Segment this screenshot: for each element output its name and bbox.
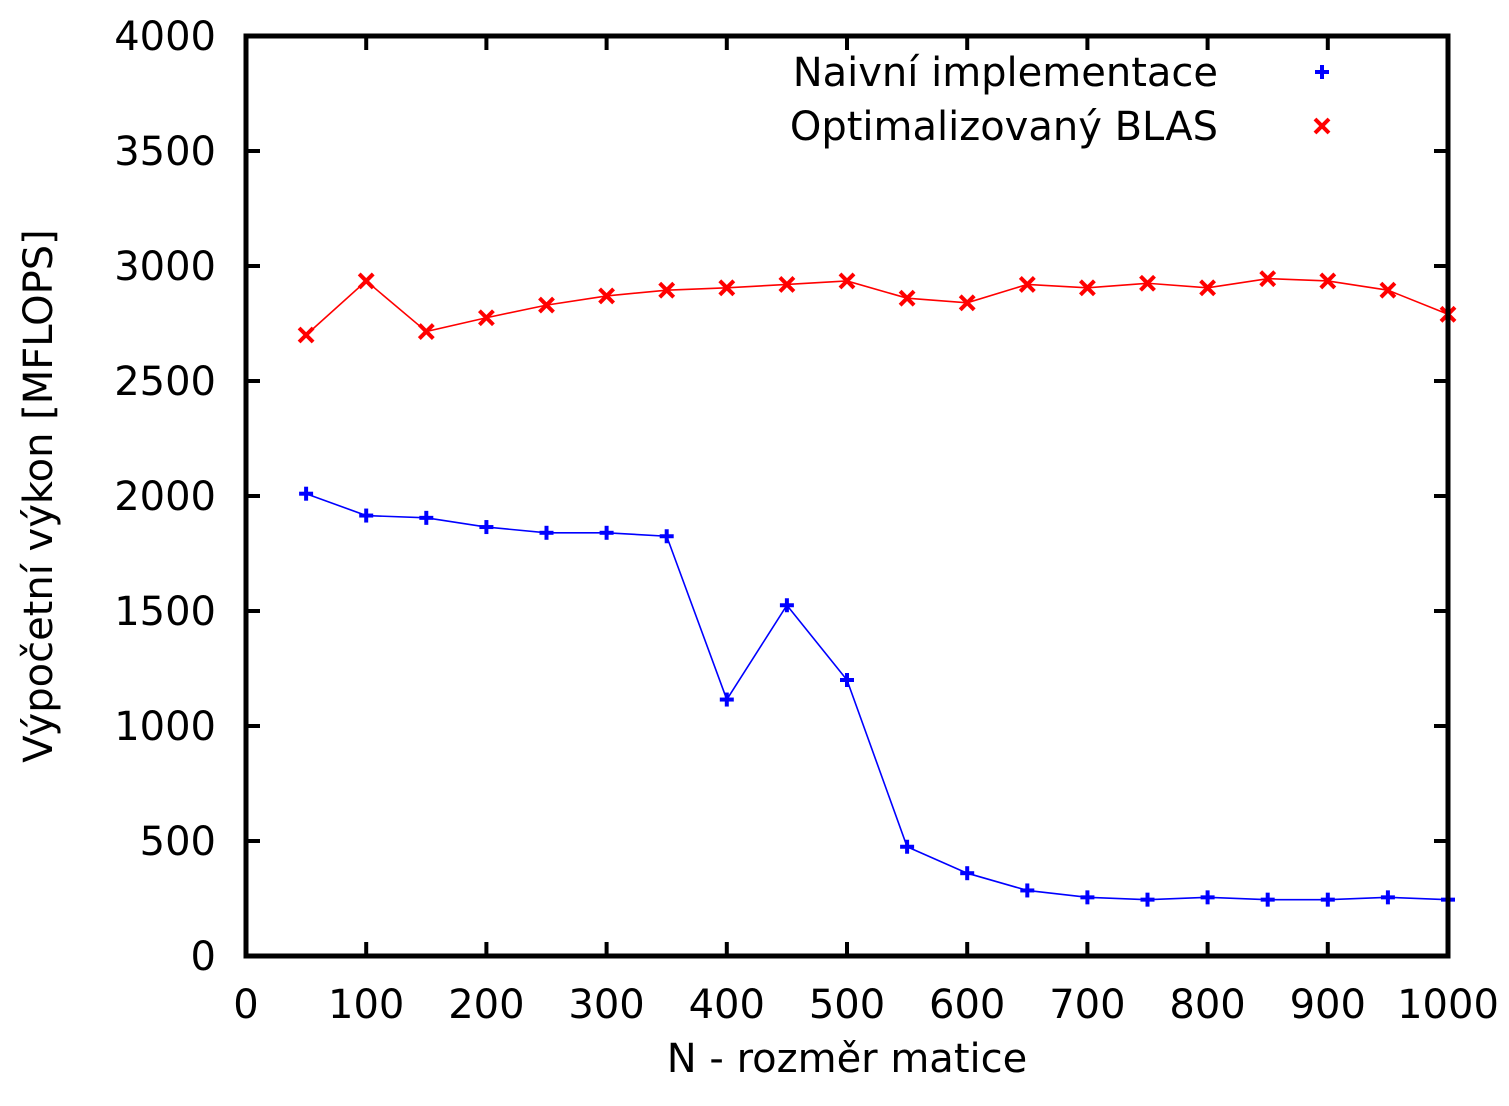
data-point-1 (1319, 272, 1337, 290)
x-tick-label: 900 (1290, 982, 1366, 1028)
data-point-1 (538, 296, 555, 314)
x-tick-labels: 0 100 200 300 400 500 600 700 800 900 1000 (233, 982, 1499, 1028)
data-point-1 (958, 294, 976, 312)
data-point-0 (299, 486, 314, 501)
legend-marker-naive (1315, 65, 1329, 79)
data-point-0 (419, 510, 434, 525)
series-line-1 (305, 277, 1449, 336)
x-tick-label: 1000 (1397, 982, 1499, 1028)
y-tick-label: 1500 (114, 589, 216, 635)
data-point-1 (898, 289, 916, 307)
data-point-1 (1139, 274, 1156, 292)
data-point-1 (1018, 275, 1036, 293)
y-tick-label: 2000 (114, 474, 216, 520)
legend-marker-blas (1313, 117, 1331, 135)
data-point-0 (539, 525, 554, 540)
data-point-0 (1260, 892, 1275, 907)
data-point-1 (658, 281, 676, 299)
data-point-0 (1320, 892, 1335, 907)
data-point-0 (359, 508, 374, 523)
data-point-0 (1020, 883, 1035, 898)
data-point-0 (1080, 890, 1095, 905)
x-tick-label: 500 (809, 982, 885, 1028)
data-point-1 (357, 272, 375, 290)
data-point-0 (479, 520, 494, 535)
y-axis-label: Výpočetní výkon [MFLOPS] (16, 229, 62, 763)
data-point-1 (477, 309, 495, 327)
y-tick-label: 1000 (114, 704, 216, 750)
x-tick-label: 600 (929, 982, 1005, 1028)
legend-label-blas: Optimalizovaný BLAS (790, 104, 1218, 150)
data-point-0 (719, 692, 734, 707)
axis-ticks (244, 34, 1450, 958)
x-tick-label: 100 (328, 982, 404, 1028)
x-tick-label: 200 (448, 982, 524, 1028)
data-point-0 (1200, 890, 1215, 905)
y-tick-label: 3000 (114, 244, 216, 290)
data-point-1 (1259, 270, 1277, 288)
y-tick-label: 3500 (114, 129, 216, 175)
y-tick-label: 0 (191, 934, 216, 980)
data-point-1 (297, 326, 315, 344)
data-point-1 (1379, 281, 1397, 299)
legend: Naivní implementace Optimalizovaný BLAS (790, 50, 1331, 150)
x-axis-label: N - rozměr matice (667, 1036, 1027, 1082)
data-point-1 (718, 279, 736, 297)
x-tick-label: 300 (568, 982, 644, 1028)
x-tick-label: 800 (1169, 982, 1245, 1028)
data-point-1 (1078, 279, 1096, 297)
data-point-0 (779, 598, 794, 613)
data-point-1 (778, 275, 796, 293)
data-point-0 (900, 839, 915, 854)
legend-marker-symbol (1313, 117, 1331, 135)
data-point-0 (840, 673, 854, 687)
x-tick-label: 0 (233, 982, 258, 1028)
data-point-1 (417, 323, 435, 340)
y-tick-label: 4000 (114, 14, 216, 60)
series-layer (297, 270, 1457, 907)
data-point-0 (1140, 892, 1155, 907)
y-tick-label: 500 (140, 819, 216, 865)
data-point-0 (1380, 890, 1395, 905)
data-point-1 (838, 272, 856, 290)
series-line-0 (305, 492, 1449, 901)
x-tick-label: 400 (689, 982, 765, 1028)
legend-marker-symbol (1315, 65, 1329, 79)
data-point-0 (599, 525, 614, 540)
data-point-0 (659, 529, 674, 544)
x-tick-label: 700 (1049, 982, 1125, 1028)
data-point-1 (1199, 279, 1217, 297)
legend-label-naive: Naivní implementace (793, 50, 1218, 96)
data-point-0 (960, 866, 975, 881)
plot-frame (243, 33, 1451, 959)
y-tick-labels: 0 500 1000 1500 2000 2500 3000 3500 4000 (114, 14, 216, 980)
data-point-1 (598, 287, 616, 305)
y-tick-label: 2500 (114, 359, 216, 405)
